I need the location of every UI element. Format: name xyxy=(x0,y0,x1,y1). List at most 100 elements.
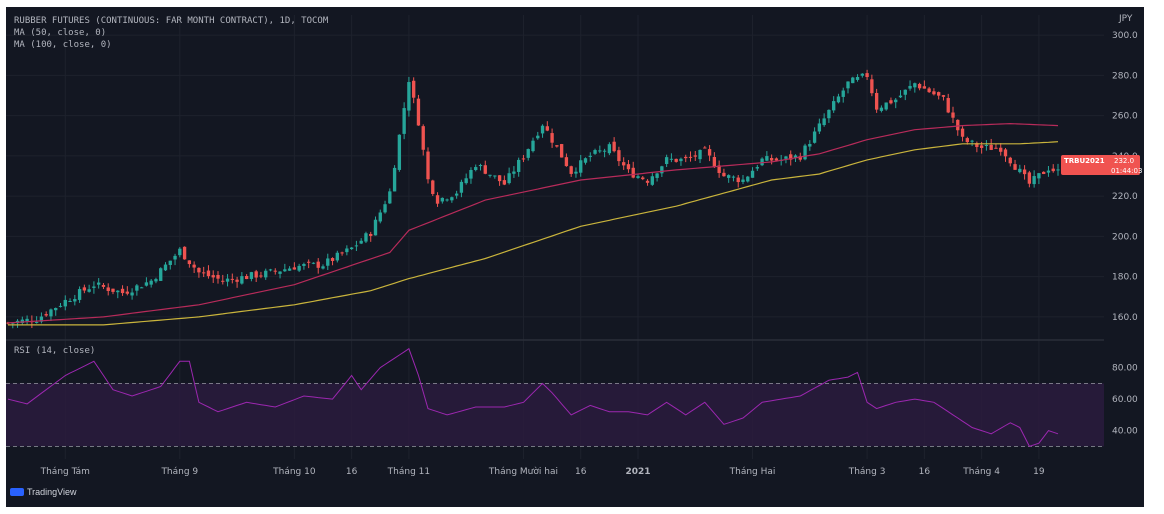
candle-body xyxy=(77,289,82,300)
candle-body xyxy=(908,85,912,89)
candle-body xyxy=(431,180,435,194)
candle-body xyxy=(1018,168,1022,173)
candle-body xyxy=(73,299,77,302)
candle-body xyxy=(607,144,612,154)
candle-body xyxy=(435,195,440,204)
candle-body xyxy=(311,262,316,264)
candle-body xyxy=(307,261,311,263)
candle-body xyxy=(197,267,201,273)
candle-body xyxy=(626,164,631,170)
candle-body xyxy=(884,102,888,110)
candle-body xyxy=(397,134,402,170)
candle-body xyxy=(454,193,459,196)
tradingview-logo-icon xyxy=(10,488,24,496)
rsi-axis[interactable]: 80.00 60.00 40.00 xyxy=(1112,364,1138,437)
candle-body xyxy=(979,145,984,148)
chart-panel[interactable]: RUBBER FUTURES (CONTINUOUS: FAR MONTH CO… xyxy=(6,7,1144,507)
candle-body xyxy=(49,309,53,317)
price-tick-label: 300.0 xyxy=(1112,31,1138,41)
candle-body xyxy=(703,147,707,149)
candle-body xyxy=(674,158,678,162)
candle-body xyxy=(798,156,802,160)
candle-body xyxy=(221,280,225,282)
currency-label: JPY xyxy=(1118,14,1133,24)
candle-body xyxy=(302,264,306,266)
candle-body xyxy=(660,166,664,174)
candle-body xyxy=(521,158,526,160)
candle-body xyxy=(340,252,344,254)
candle-body xyxy=(622,162,626,166)
candle-body xyxy=(865,73,869,78)
candle-body xyxy=(488,174,492,176)
candle-body xyxy=(273,270,277,272)
price-tick-label: 260.0 xyxy=(1112,112,1138,122)
candle-body xyxy=(784,156,788,159)
candle-body xyxy=(297,265,301,271)
tradingview-branding[interactable]: TradingView xyxy=(10,487,77,497)
candle-body xyxy=(960,128,965,137)
candle-body xyxy=(459,181,464,193)
candle-body xyxy=(722,172,726,177)
candle-body xyxy=(445,199,449,201)
candle-body xyxy=(287,268,292,271)
candle-body xyxy=(1032,176,1036,185)
candle-body xyxy=(359,240,363,244)
candle-body xyxy=(812,131,817,143)
rsi-tick-label: 80.00 xyxy=(1112,364,1138,374)
candle-body xyxy=(870,79,874,94)
candle-body xyxy=(1056,169,1060,171)
rsi-tick-label: 60.00 xyxy=(1112,395,1138,405)
candle-body xyxy=(731,176,736,178)
candle-body xyxy=(178,248,182,256)
candle-body xyxy=(698,149,702,160)
candle-body xyxy=(497,175,502,182)
candle-body xyxy=(932,91,936,95)
candle-body xyxy=(268,269,273,271)
tradingview-label: TradingView xyxy=(27,487,77,497)
candle-body xyxy=(970,140,974,142)
chart-svg[interactable]: RUBBER FUTURES (CONTINUOUS: FAR MONTH CO… xyxy=(6,7,1144,507)
candle-body xyxy=(364,233,368,242)
candle-body xyxy=(34,321,39,323)
candle-body xyxy=(975,143,979,147)
candle-body xyxy=(617,150,621,162)
candle-body xyxy=(335,252,339,261)
candle-body xyxy=(254,271,258,278)
badge-countdown: 01:44:03 xyxy=(1111,167,1142,175)
candle-body xyxy=(1046,170,1051,173)
candle-body xyxy=(206,270,211,277)
candle-body xyxy=(159,268,163,281)
candle-body xyxy=(1003,149,1008,157)
candle-body xyxy=(278,271,282,274)
ma100-line xyxy=(8,141,1059,326)
candle-body xyxy=(874,92,879,110)
candle-body xyxy=(211,275,215,278)
time-axis[interactable]: Tháng Tám Tháng 9 Tháng 10 16 Tháng 11 Tháng … xyxy=(40,466,1045,477)
candle-body xyxy=(941,95,946,97)
candle-body xyxy=(951,112,955,118)
candle-body xyxy=(120,288,125,294)
candle-body xyxy=(750,170,755,178)
candle-body xyxy=(292,267,297,270)
candle-body xyxy=(6,322,10,324)
candles xyxy=(6,69,1060,329)
candle-body xyxy=(746,176,750,182)
time-tick-label: Tháng Mười hai xyxy=(488,466,558,477)
candle-body xyxy=(564,157,569,167)
price-tick-label: 160.0 xyxy=(1112,313,1138,323)
candle-body xyxy=(593,150,597,154)
candle-body xyxy=(574,171,578,174)
rsi-tick-label: 40.00 xyxy=(1112,427,1138,437)
candle-body xyxy=(956,119,960,131)
candle-body xyxy=(330,258,335,261)
candle-body xyxy=(202,272,206,274)
time-tick-label: Tháng 9 xyxy=(160,467,198,477)
candle-body xyxy=(917,83,922,89)
candle-body xyxy=(388,191,392,204)
candle-body xyxy=(116,290,120,293)
candle-body xyxy=(58,305,63,307)
candle-body xyxy=(860,73,864,76)
candle-body xyxy=(559,144,564,158)
candle-body xyxy=(25,318,29,322)
